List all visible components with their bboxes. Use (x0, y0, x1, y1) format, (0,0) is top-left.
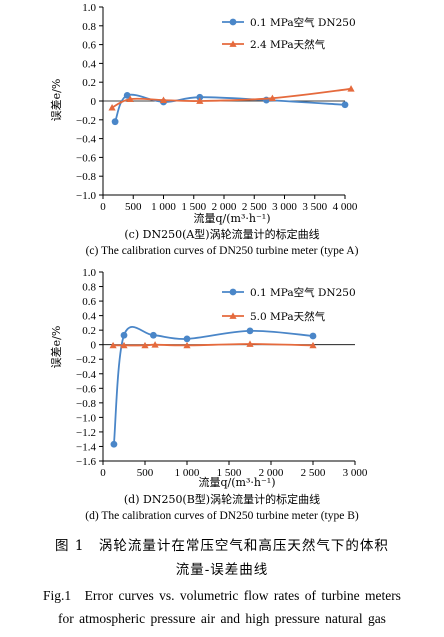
series-line (113, 343, 314, 347)
legend-label: 5.0 MPa天然气 (250, 310, 326, 323)
x-tick-label-minor: 3 500 (302, 201, 327, 213)
series-1 (110, 326, 317, 448)
data-point-triangle (159, 96, 168, 103)
data-point-triangle (246, 340, 254, 347)
legend-label: 0.1 MPa空气 DN250 (250, 286, 356, 299)
x-tick-label-minor: 2 500 (242, 201, 267, 213)
chart-b: 1.0 0.8 0.6 0.4 0.2 0 −0.2 −0.4 −0.6 −0.8 −1.0 −1.2… (49, 267, 368, 522)
data-point-triangle (120, 341, 128, 349)
data-point-circle (150, 331, 157, 339)
subcaption-en: (d) The calibration curves of DN250 turb… (85, 510, 359, 522)
legend-label: 0.1 MPa空气 DN250 (250, 16, 356, 29)
x-tick-label: 1 000 (175, 467, 200, 479)
data-point-circle (196, 93, 204, 101)
x-tick-label: 2 500 (301, 467, 326, 479)
data-point-circle (246, 327, 254, 335)
figure-caption-en-line1: Fig.1 Error curves vs. volumetric flow r… (43, 588, 401, 603)
y-tick-label: 0.2 (82, 77, 96, 89)
x-tick-label: 1 000 (151, 201, 176, 213)
y-tick-label: −0.6 (76, 383, 96, 395)
y-tick-label: 0.2 (82, 325, 96, 337)
figure-caption-zh-line1: 图 1 涡轮流量计在常压空气和高压天然气下的体积 (55, 538, 389, 554)
data-point-triangle (109, 341, 117, 349)
series-2 (109, 340, 317, 349)
subcaption-zh: (d) DN250(B型)涡轮流量计的标定曲线 (124, 492, 320, 506)
figure-caption-zh: 图 1 涡轮流量计在常压空气和高压天然气下的体积 流量-误差曲线 (0, 534, 444, 582)
x-tick-label: 3 000 (272, 201, 297, 213)
y-tick-label: 0.4 (82, 58, 96, 70)
data-point-circle (341, 101, 349, 109)
legend-label: 2.4 MPa天然气 (250, 38, 326, 51)
legend-marker-triangle (229, 40, 237, 47)
figure-caption-zh-line2: 流量-误差曲线 (175, 562, 269, 578)
data-point-triangle (108, 103, 116, 111)
subcaption-en: (c) The calibration curves of DN250 turb… (86, 245, 359, 257)
data-point-triangle (151, 341, 159, 348)
x-axis-title: 流量q/(m³·h⁻¹) (194, 211, 271, 225)
data-point-circle (111, 118, 119, 126)
y-tick-label: 0 (91, 96, 97, 108)
x-tick-label-minor: 500 (125, 201, 142, 213)
y-tick-label: −1.0 (76, 412, 96, 424)
data-point-circle (183, 335, 191, 343)
y-tick-label: −0.2 (76, 115, 96, 127)
y-axis-title: 误差e/% (49, 326, 63, 369)
series-2 (108, 85, 355, 111)
y-tick-label: −0.4 (76, 134, 96, 146)
data-point-triangle (141, 341, 149, 349)
y-axis-title: 误差e/% (49, 79, 63, 122)
subcaption-zh: (c) DN250(A型)涡轮流量计的标定曲线 (124, 227, 319, 241)
x-axis-title: 流量q/(m³·h⁻¹) (199, 475, 276, 489)
data-point-circle (123, 91, 131, 99)
figure-caption-en-line2: for atmospheric pressure air and high pr… (58, 611, 386, 626)
x-tick-label: 500 (137, 467, 154, 479)
y-tick-label: 0.8 (82, 21, 96, 33)
legend-marker-circle (229, 288, 237, 296)
y-tick-label: −0.6 (76, 152, 96, 164)
y-tick-label: 1.0 (82, 267, 96, 279)
y-tick-label: 0 (91, 340, 97, 352)
data-point-triangle (126, 95, 134, 102)
figure-caption-en: Fig.1 Error curves vs. volumetric flow r… (0, 584, 444, 630)
x-tick-label: 1 500 (217, 467, 242, 479)
x-tick-label: 3 000 (343, 467, 368, 479)
data-point-triangle (309, 341, 317, 349)
x-tick-label: 4 000 (333, 201, 358, 213)
y-tick-label: −0.8 (76, 171, 96, 183)
data-point-circle (120, 331, 128, 339)
data-point-triangle (268, 94, 276, 102)
series-1 (111, 91, 349, 126)
data-point-triangle (183, 341, 191, 349)
y-tick-label: −0.2 (76, 354, 96, 366)
y-tick-label: −1.0 (76, 190, 96, 202)
chart-a: 1.0 0.8 0.6 0.4 0.2 0 −0.2 −0.4 −0.6 −0.8 −1.0 0 1 0… (49, 2, 359, 257)
data-point-circle (309, 332, 317, 340)
data-point-triangle (347, 85, 355, 92)
legend-marker-triangle (229, 312, 237, 319)
y-tick-label: 0.4 (82, 311, 96, 323)
y-tick-label: 0.8 (82, 282, 96, 294)
data-point-circle (110, 440, 118, 448)
y-tick-label: 1.0 (82, 2, 96, 14)
y-tick-label: 0.6 (82, 296, 96, 308)
y-tick-label: −0.8 (76, 398, 96, 410)
x-tick-label: 0 (100, 201, 106, 213)
y-tick-label: −1.6 (76, 456, 96, 468)
x-tick-label: 2 000 (212, 201, 237, 213)
y-tick-label: 0.6 (82, 40, 96, 52)
x-tick-label: 0 (100, 467, 106, 479)
x-tick-label-minor: 1 500 (181, 201, 206, 213)
data-point-triangle (196, 97, 204, 104)
y-tick-label: −0.4 (76, 369, 96, 381)
y-tick-label: −1.2 (76, 427, 96, 439)
legend-marker-circle (229, 18, 237, 26)
y-tick-label: −1.4 (76, 441, 96, 453)
x-tick-label: 2 000 (259, 467, 284, 479)
